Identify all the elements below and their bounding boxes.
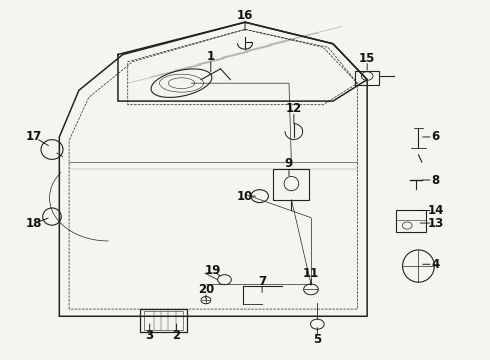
Text: 15: 15 (359, 51, 375, 64)
Text: 10: 10 (237, 190, 253, 203)
Bar (273, 169, 310, 200)
Text: 1: 1 (207, 50, 215, 63)
Text: 19: 19 (205, 264, 221, 277)
Text: 17: 17 (26, 130, 42, 144)
Text: 18: 18 (26, 217, 42, 230)
Text: 14: 14 (427, 204, 444, 217)
Text: 20: 20 (198, 283, 214, 296)
Bar (396, 210, 426, 231)
Text: 5: 5 (313, 333, 321, 346)
Text: 11: 11 (303, 267, 319, 280)
Text: 13: 13 (427, 216, 443, 230)
Text: 7: 7 (258, 275, 266, 288)
Bar (140, 309, 187, 332)
Text: 3: 3 (146, 329, 154, 342)
Text: 16: 16 (237, 9, 253, 22)
Text: 12: 12 (286, 103, 302, 116)
Text: 2: 2 (172, 329, 181, 342)
Text: 8: 8 (431, 174, 440, 186)
Text: 9: 9 (285, 157, 293, 170)
Text: 4: 4 (431, 258, 440, 271)
Bar (144, 311, 183, 329)
Text: 6: 6 (431, 130, 440, 144)
